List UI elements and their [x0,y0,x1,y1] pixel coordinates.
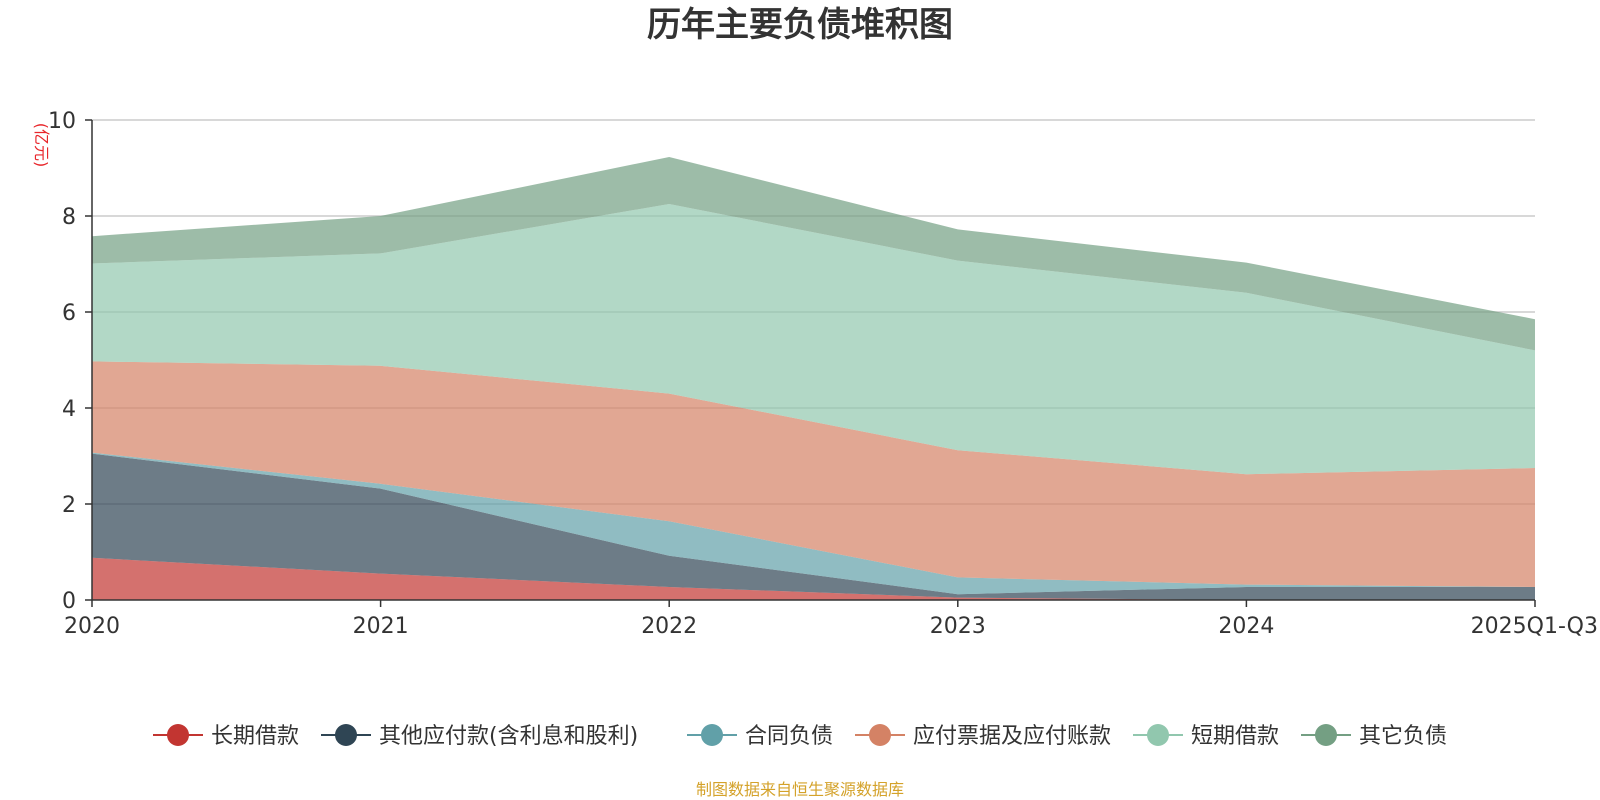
x-tick-label: 2022 [641,614,697,639]
x-tick-label: 2024 [1218,614,1274,639]
legend-marker [701,724,723,746]
area-series [92,157,1535,600]
chart-title: 历年主要负债堆积图 [647,5,953,45]
area-短期借款 [92,204,1535,475]
x-ticks: 2020 2021 2022 2023 2024 2025Q1-Q3 [64,600,1598,639]
area-应付票据及应付账款 [92,361,1535,587]
legend-marker [1147,724,1169,746]
y-tick-label: 0 [62,589,76,614]
legend-marker [1315,724,1337,746]
legend-label: 长期借款 [211,724,299,749]
y-ticks: 0 2 4 6 8 10 [48,109,92,614]
y-tick-label: 8 [62,205,76,230]
legend-item-其它负债[interactable]: 其它负债 [1301,724,1447,749]
legend-label: 其他应付款(含利息和股利) [379,724,638,749]
legend-marker [869,724,891,746]
area-其它负债 [92,157,1535,351]
x-tick-label: 2021 [353,614,409,639]
area-其他应付款(含利息和股利) [92,453,1535,600]
y-axis-unit: (亿元) [32,123,51,168]
legend-item-长期借款[interactable]: 长期借款 [153,724,299,749]
x-tick-label: 2020 [64,614,120,639]
y-tick-label: 10 [48,109,76,134]
axes [91,120,1535,601]
legend-marker [167,724,189,746]
legend-label: 合同负债 [745,724,833,749]
area-合同负债 [92,452,1535,595]
legend-label: 短期借款 [1191,724,1279,749]
legend-label: 应付票据及应付账款 [913,724,1111,749]
legend-marker [335,724,357,746]
x-tick-label: 2023 [930,614,986,639]
legend-label: 其它负债 [1359,724,1447,749]
y-tick-label: 4 [62,397,76,422]
source-note: 制图数据来自恒生聚源数据库 [696,780,904,799]
area-长期借款 [92,557,1535,600]
legend-item-其他应付款(含利息和股利)[interactable]: 其他应付款(含利息和股利) [321,724,638,749]
legend: 长期借款 其他应付款(含利息和股利) 合同负债 应付票据及应付账款 短期借款 其它负债 [153,724,1447,749]
legend-item-合同负债[interactable]: 合同负债 [687,724,833,749]
legend-item-应付票据及应付账款[interactable]: 应付票据及应付账款 [855,724,1111,749]
y-tick-label: 6 [62,301,76,326]
x-tick-label: 2025Q1-Q3 [1471,614,1598,639]
legend-item-短期借款[interactable]: 短期借款 [1133,724,1279,749]
y-tick-label: 2 [62,493,76,518]
